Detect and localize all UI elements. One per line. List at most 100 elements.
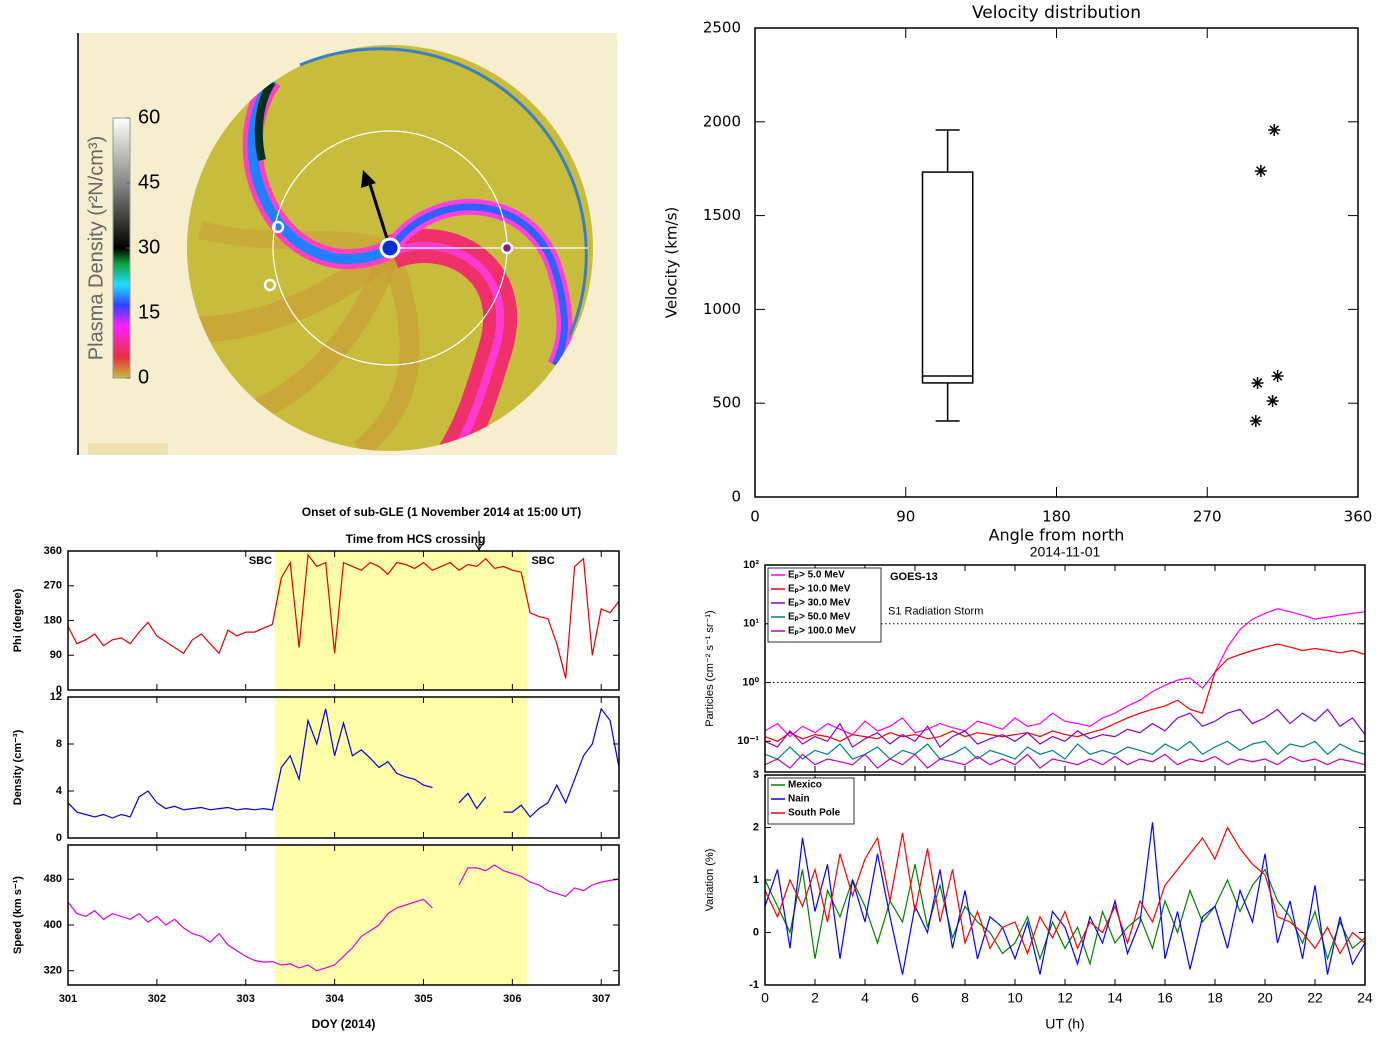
y-tick-label: 0 [731,488,741,506]
x-tick-label: 24 [1357,990,1373,1006]
y-tick-label: 4 [56,785,63,797]
x-tick-label: 301 [59,993,77,1005]
y-tick-label: 400 [44,919,62,931]
x-axis-label: Angle from north [989,526,1125,545]
legend-box [767,567,882,643]
x-tick-label: 0 [750,508,760,526]
legend-label: Eₚ> 50.0 MeV [788,612,851,623]
y-tick-label: 500 [712,394,741,412]
x-tick-label: 303 [237,993,255,1005]
chart-title: Velocity distribution [972,3,1141,23]
series-line [764,643,1366,742]
star-point [1268,124,1281,137]
chart-title: Onset of sub-GLE (1 November 2014 at 15:… [302,505,581,519]
y-tick-label: 1000 [703,300,741,318]
x-tick-label: 16 [1157,990,1173,1006]
y-axis-label: Density (cm⁻³) [12,729,24,805]
earth [500,241,514,255]
simulation-image [77,33,617,455]
y-tick-label: 90 [50,649,62,661]
legend-label: Mexico [788,780,822,791]
x-tick-label: 10 [1007,990,1023,1006]
spiral-arms [189,74,573,451]
series-line [67,864,620,972]
spacecraft [271,220,285,234]
star-point [1249,415,1262,428]
y-axis-label: Velocity (km/s) [663,207,681,318]
series-line [67,553,620,679]
x-tick-label: 302 [148,993,166,1005]
x-tick-label: 12 [1057,990,1073,1006]
y-tick-label: 3 [753,769,759,781]
y-axis-label: Speed (km s⁻¹) [12,876,24,954]
legend-label: Eₚ> 100.0 MeV [788,626,856,637]
star-point [1254,164,1267,177]
y-tick-label: 8 [56,738,62,750]
legend-label: Nain [788,794,810,805]
series-line [764,753,1366,769]
box [921,171,974,384]
chart-title: 2014-11-01 [1030,544,1101,560]
axes-frame [764,774,1366,986]
axes-frame [67,696,620,839]
y-tick-label: 0 [753,926,759,938]
arrow-head [361,170,376,188]
y-axis-label: Particles (cm⁻² s⁻¹ sr⁻¹) [704,610,716,726]
colorbar-tick-label: 30 [138,236,160,258]
x-tick-label: 360 [1344,508,1373,526]
image-patch [88,443,168,455]
series-line [764,822,1366,975]
y-tick-label: 320 [44,965,62,977]
series-line [764,708,1366,748]
annotation: SBC [249,555,272,567]
x-axis-label: UT (h) [1045,1016,1084,1032]
onset-arrow-head [474,542,484,552]
spacecraft [263,278,277,292]
x-tick-label: 6 [911,990,919,1006]
x-tick-label: 306 [503,993,521,1005]
shaded-span [275,845,528,985]
y-tick-label: 1500 [703,206,741,224]
shaded-span [275,551,528,690]
x-tick-label: 90 [896,508,915,526]
legend-label: South Pole [788,808,841,819]
colorbar-label: Plasma Density (r²N/cm³) [85,136,107,360]
y-tick-label: 270 [44,580,62,592]
x-tick-label: 4 [861,990,869,1006]
y-tick-label: 10² [743,559,759,571]
x-tick-label: 22 [1307,990,1323,1006]
colorbar-tick-label: 15 [138,301,160,323]
y-tick-label: 10⁰ [742,676,759,688]
shock-front [299,47,588,336]
y-axis-label: Variation (%) [704,849,716,912]
legend-label: Eₚ> 10.0 MeV [788,584,851,595]
sun [379,237,401,259]
y-axis-label: Phi (degree) [12,588,24,652]
axes-frame [67,844,620,986]
x-tick-label: 18 [1207,990,1223,1006]
star-point [1266,394,1279,407]
shaded-span [275,697,528,838]
series-line [764,864,1366,967]
legend-label: Eₚ> 30.0 MeV [788,598,851,609]
x-tick-label: 14 [1107,990,1123,1006]
panel-annotation: GOES-13 [890,571,938,583]
legend-label: Eₚ> 5.0 MeV [788,570,845,581]
x-tick-label: 270 [1193,508,1222,526]
colorbar-tick-label: 60 [138,106,160,128]
y-tick-label: 10⁻¹ [737,735,759,747]
x-tick-label: 304 [325,993,344,1005]
chart-subtitle: Time from HCS crossing [346,532,486,546]
y-tick-label: 10¹ [743,618,759,630]
y-tick-label: 12 [50,691,62,703]
x-tick-label: 180 [1042,508,1071,526]
annotation: SBC [531,555,554,567]
direction-arrow [366,177,392,249]
x-tick-label: 20 [1257,990,1273,1006]
x-tick-label: 307 [592,993,610,1005]
axes-frame [754,27,1359,498]
series-line [764,826,1366,956]
series-line [67,707,620,819]
